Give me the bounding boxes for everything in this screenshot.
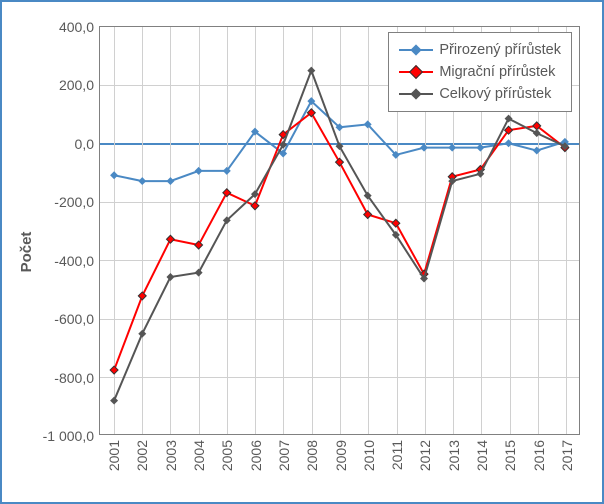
- y-tick-label: -800,0: [54, 370, 94, 386]
- x-tick-label: 2015: [502, 440, 518, 471]
- y-tick-label: -600,0: [54, 311, 94, 327]
- legend-item: Přirozený přírůstek: [399, 39, 561, 61]
- x-tick-label: 2006: [248, 440, 264, 471]
- series-marker: [195, 167, 203, 175]
- series-marker: [166, 177, 174, 185]
- legend: Přirozený přírůstek Migrační přírůstek Cel…: [388, 32, 572, 112]
- chart-inner: Počet -1 000,0 -800,0 -600,0 -400,0 -200,0 0,…: [14, 14, 590, 490]
- legend-swatch: [399, 43, 433, 57]
- x-tick-label: 2009: [333, 440, 349, 471]
- y-axis-label: Počet: [18, 232, 35, 273]
- series-marker: [420, 144, 428, 152]
- series-marker: [223, 189, 231, 197]
- series-marker: [138, 177, 146, 185]
- x-tick-label: 2002: [134, 440, 150, 471]
- series-marker: [251, 202, 259, 210]
- series-marker: [505, 139, 513, 147]
- series-marker: [392, 219, 400, 227]
- legend-label: Celkový přírůstek: [439, 86, 551, 102]
- series-marker: [533, 147, 541, 155]
- series-marker: [138, 292, 146, 300]
- series-marker: [138, 330, 146, 338]
- chart-panel: Počet -1 000,0 -800,0 -600,0 -400,0 -200,0 0,…: [0, 0, 604, 504]
- series-marker: [166, 235, 174, 243]
- y-tick-label: -200,0: [54, 194, 94, 210]
- y-tick-label: 200,0: [59, 77, 94, 93]
- x-tick-label: 2014: [474, 440, 490, 471]
- x-tick-label: 2011: [389, 440, 405, 470]
- x-tick-label: 2013: [446, 440, 462, 471]
- x-tick-label: 2003: [163, 440, 179, 471]
- x-tick-label: 2004: [191, 440, 207, 471]
- legend-item: Celkový přírůstek: [399, 83, 561, 105]
- series-marker: [110, 366, 118, 374]
- legend-swatch: [399, 65, 433, 79]
- x-tick-label: 2005: [219, 440, 235, 471]
- y-tick-label: -1 000,0: [43, 428, 94, 444]
- series-line: [114, 113, 565, 370]
- x-tick-label: 2016: [531, 440, 547, 471]
- x-tick-label: 2010: [361, 440, 377, 471]
- x-tick-label: 2012: [417, 440, 433, 471]
- y-tick-label: -400,0: [54, 253, 94, 269]
- series-marker: [476, 144, 484, 152]
- series-marker: [336, 158, 344, 166]
- x-tick-label: 2001: [106, 440, 122, 471]
- series-marker: [195, 241, 203, 249]
- x-tick-label: 2008: [304, 440, 320, 471]
- series-marker: [166, 273, 174, 281]
- y-tick-label: 0,0: [75, 136, 94, 152]
- legend-label: Migrační přírůstek: [439, 64, 555, 80]
- series-marker: [307, 67, 315, 75]
- legend-swatch: [399, 87, 433, 101]
- x-tick-label: 2007: [276, 440, 292, 471]
- series-marker: [110, 397, 118, 405]
- y-tick-label: 400,0: [59, 19, 94, 35]
- legend-item: Migrační přírůstek: [399, 61, 561, 83]
- x-tick-label: 2017: [559, 440, 575, 471]
- series-marker: [195, 269, 203, 277]
- series-marker: [336, 142, 344, 150]
- series-marker: [364, 211, 372, 219]
- series-marker: [110, 171, 118, 179]
- legend-label: Přirozený přírůstek: [439, 42, 561, 58]
- series-marker: [448, 144, 456, 152]
- series-line: [114, 71, 565, 401]
- series-marker: [533, 129, 541, 137]
- series-marker: [505, 115, 513, 123]
